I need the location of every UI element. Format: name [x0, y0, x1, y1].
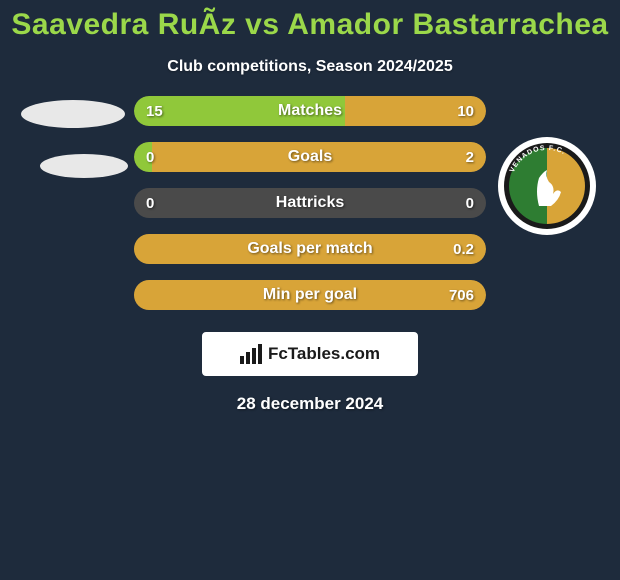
page-title: Saavedra RuÃ­z vs Amador Bastarrachea — [0, 0, 620, 48]
stat-bar: 15 Matches 10 — [134, 96, 486, 126]
stat-bar: Min per goal 706 — [134, 280, 486, 310]
bar-label: Goals — [288, 148, 332, 166]
chart-icon — [240, 344, 262, 364]
player-photo-placeholder — [21, 100, 125, 128]
bar-value-left: 0 — [146, 195, 154, 212]
stat-bar: 0 Goals 2 — [134, 142, 486, 172]
venados-badge-icon: VENADOS F.C. — [497, 136, 597, 236]
comparison-card: Saavedra RuÃ­z vs Amador Bastarrachea Cl… — [0, 0, 620, 580]
bar-value-right: 0.2 — [453, 241, 474, 258]
bar-label: Matches — [278, 102, 342, 120]
date: 28 december 2024 — [0, 394, 620, 414]
bar-label: Goals per match — [247, 240, 372, 258]
left-side — [12, 96, 134, 204]
club-badge: VENADOS F.C. — [497, 136, 597, 236]
bar-value-left: 0 — [146, 149, 154, 166]
brand-text: FcTables.com — [268, 344, 380, 364]
right-side: VENADOS F.C. — [486, 96, 608, 236]
stat-bar: Goals per match 0.2 — [134, 234, 486, 264]
bar-label: Hattricks — [276, 194, 344, 212]
bar-value-right: 706 — [449, 287, 474, 304]
bar-value-right: 2 — [466, 149, 474, 166]
bar-value-right: 0 — [466, 195, 474, 212]
bar-value-right: 10 — [457, 103, 474, 120]
content-row: 15 Matches 10 0 Goals 2 0 Hattricks 0 Goals per m… — [0, 96, 620, 310]
subtitle: Club competitions, Season 2024/2025 — [0, 58, 620, 76]
club-logo-placeholder — [40, 154, 128, 178]
brand-box[interactable]: FcTables.com — [202, 332, 418, 376]
stat-bars: 15 Matches 10 0 Goals 2 0 Hattricks 0 Goals per m… — [134, 96, 486, 310]
bar-value-left: 15 — [146, 103, 163, 120]
bar-label: Min per goal — [263, 286, 357, 304]
stat-bar: 0 Hattricks 0 — [134, 188, 486, 218]
